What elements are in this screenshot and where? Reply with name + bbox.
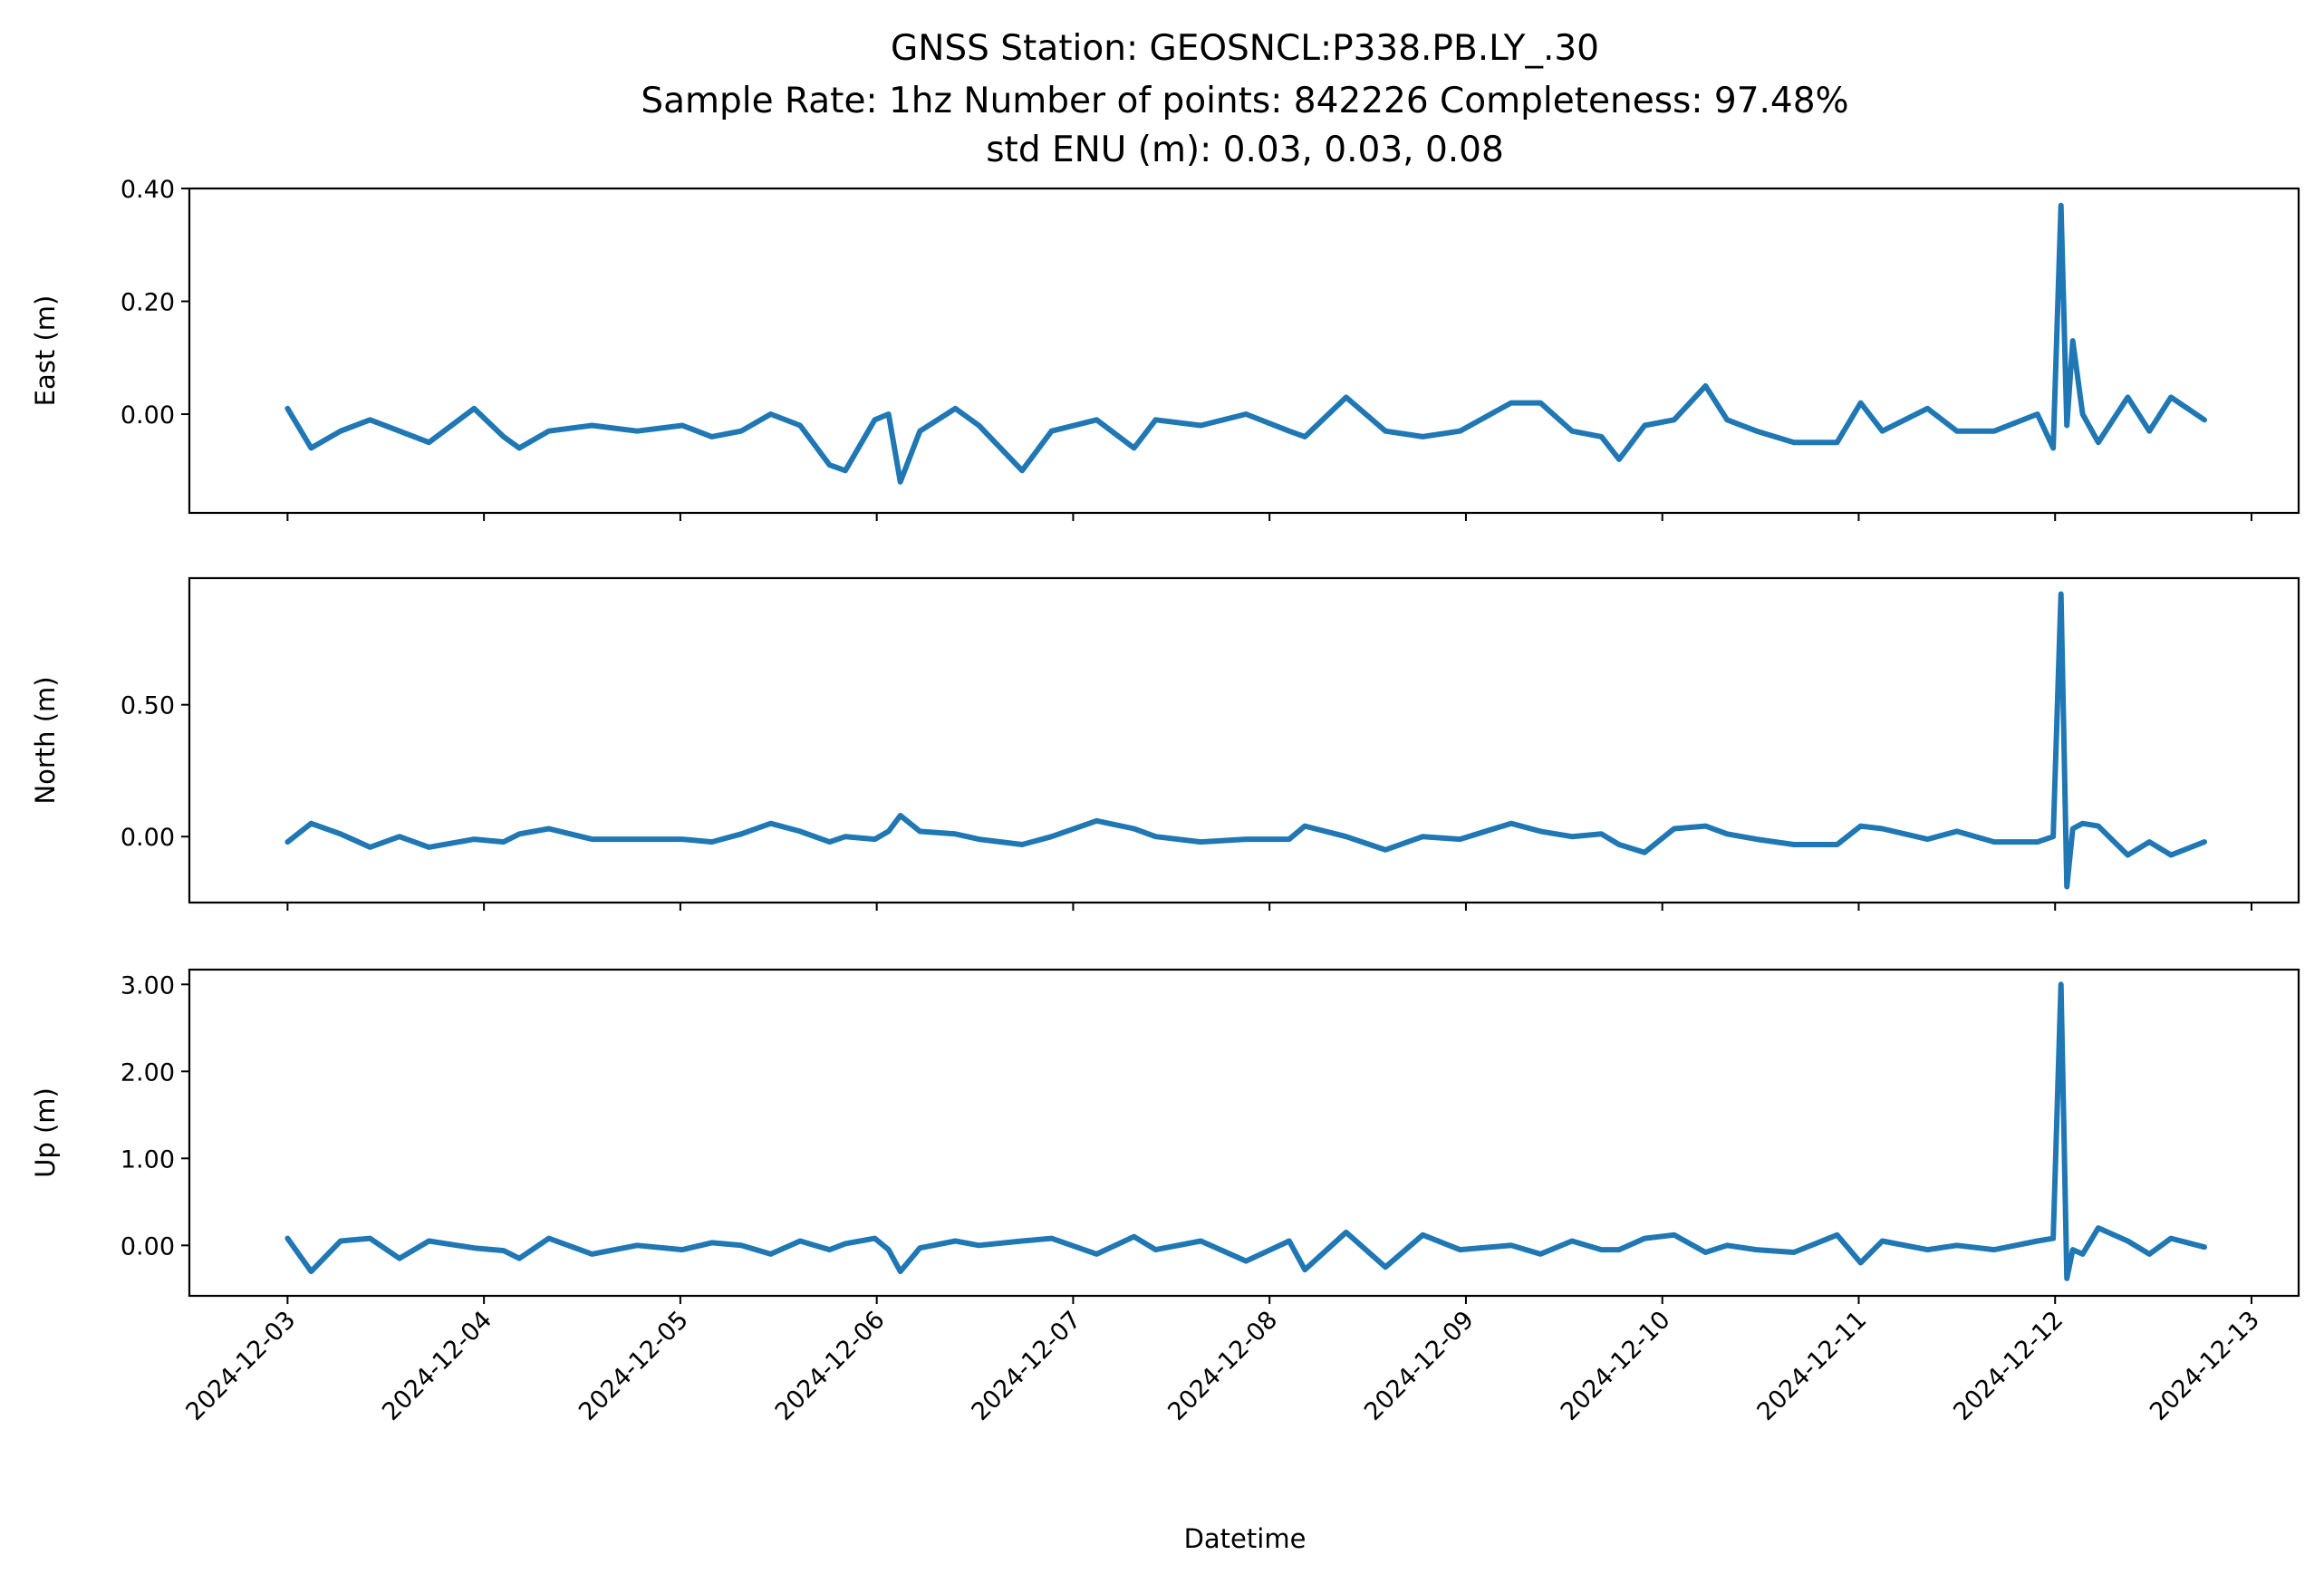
xtick-label: 2024-12-11	[1752, 1306, 1873, 1426]
xtick-label: 2024-12-07	[966, 1306, 1086, 1426]
chart-title-line-3: std ENU (m): 0.03, 0.03, 0.08	[986, 130, 1504, 170]
east-axes-frame	[188, 187, 2300, 515]
xtick-label: 2024-12-04	[377, 1306, 497, 1426]
north-ytick-label: 0.00	[121, 824, 175, 852]
up-ytick-label: 0.00	[121, 1232, 175, 1260]
north-y-axis-label: North (m)	[30, 676, 61, 804]
north-axes-frame	[188, 576, 2300, 904]
north-series-line	[284, 591, 2207, 890]
chart-title-line-2: Sample Rate: 1hz Number of points: 84222…	[641, 81, 1848, 121]
xtick-label: 2024-12-05	[574, 1306, 694, 1426]
east-ytick-label: 0.00	[121, 401, 175, 430]
x-axis-label: Datetime	[1184, 1523, 1307, 1554]
up-ytick-label: 3.00	[121, 971, 175, 1000]
xtick-label: 2024-12-10	[1556, 1306, 1676, 1426]
east-y-axis-label: East (m)	[30, 295, 61, 407]
north-ytick-label: 0.50	[121, 692, 175, 720]
east-ytick-label: 0.40	[121, 176, 175, 204]
up-series-line	[284, 981, 2207, 1281]
up-axes-frame	[188, 968, 2300, 1298]
xtick-label: 2024-12-12	[1948, 1306, 2068, 1426]
up-ytick-label: 2.00	[121, 1058, 175, 1087]
xtick-label: 2024-12-03	[180, 1306, 301, 1426]
xtick-label: 2024-12-08	[1162, 1306, 1283, 1426]
xtick-label: 2024-12-13	[2145, 1306, 2265, 1426]
east-ytick-label: 0.20	[121, 289, 175, 317]
chart-title-line-1: GNSS Station: GEOSNCL:P338.PB.LY_.30	[891, 28, 1599, 69]
up-y-axis-label: Up (m)	[30, 1087, 61, 1178]
xtick-label: 2024-12-09	[1359, 1306, 1480, 1426]
xtick-label: 2024-12-06	[770, 1306, 891, 1426]
east-series-line	[284, 202, 2207, 485]
up-ytick-label: 1.00	[121, 1145, 175, 1174]
